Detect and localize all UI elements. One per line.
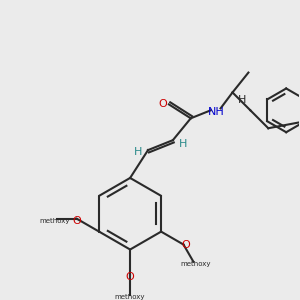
- Text: H: H: [134, 147, 142, 157]
- Text: O: O: [126, 272, 134, 282]
- Text: methoxy: methoxy: [40, 218, 70, 224]
- Text: O: O: [181, 239, 190, 250]
- Text: O: O: [72, 216, 81, 226]
- Text: H: H: [178, 139, 187, 149]
- Text: NH: NH: [208, 107, 225, 117]
- Text: methoxy: methoxy: [180, 261, 211, 267]
- Text: H: H: [238, 95, 247, 105]
- Text: O: O: [158, 99, 167, 110]
- Text: methoxy: methoxy: [115, 294, 146, 300]
